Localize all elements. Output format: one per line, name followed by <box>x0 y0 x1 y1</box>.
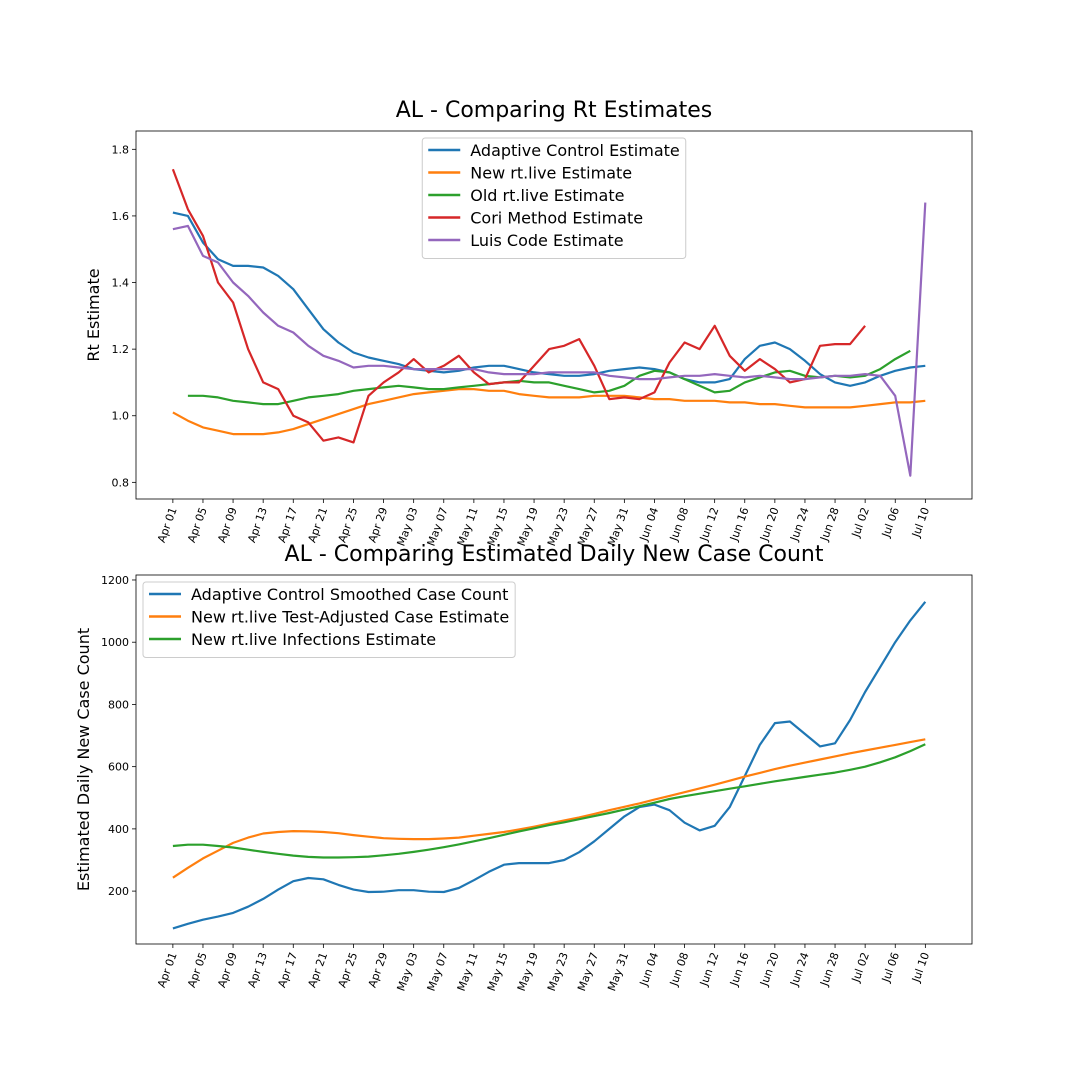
series-line <box>172 388 926 436</box>
x-tick-label: Apr 05 <box>185 506 210 545</box>
x-tick-label: May 07 <box>425 951 451 993</box>
axes-frame <box>135 130 973 500</box>
y-axis-label: Rt Estimate <box>84 268 103 361</box>
x-tick-label: May 19 <box>515 951 541 993</box>
x-tick-label: Apr 01 <box>155 506 180 545</box>
x-tick-label: May 03 <box>395 951 421 993</box>
x-tick-label: Jun 28 <box>817 951 841 989</box>
y-tick-label: 400 <box>108 823 129 836</box>
y-tick-label: 1.0 <box>112 410 130 423</box>
y-tick-label: 1.4 <box>112 277 130 290</box>
y-axis-label: Estimated Daily New Case Count <box>74 628 93 891</box>
series-line <box>172 743 926 859</box>
x-tick-label: Apr 09 <box>215 506 240 545</box>
x-tick-label: Jun 04 <box>637 951 661 989</box>
chart-title: AL - Comparing Estimated Daily New Case … <box>285 542 824 567</box>
x-tick-label: Jul 10 <box>909 506 932 540</box>
x-tick-label: Jun 28 <box>817 506 841 544</box>
x-tick-label: Apr 01 <box>155 951 180 990</box>
legend-label: Old rt.live Estimate <box>470 186 624 205</box>
legend-label: Cori Method Estimate <box>470 209 643 228</box>
x-tick-label: Apr 09 <box>215 951 240 990</box>
x-tick-label: Jun 12 <box>697 951 721 989</box>
series-line <box>172 738 926 879</box>
x-tick-label: Jun 20 <box>757 951 781 989</box>
legend-frame <box>142 581 516 658</box>
y-tick-label: 1000 <box>101 636 129 649</box>
x-tick-label: Apr 21 <box>305 506 330 545</box>
x-tick-label: May 15 <box>485 951 511 993</box>
legend-label: New rt.live Estimate <box>470 164 632 183</box>
x-tick-label: Apr 13 <box>245 506 270 545</box>
y-tick-label: 1.8 <box>112 143 130 156</box>
x-tick-label: Jul 06 <box>879 506 902 540</box>
x-tick-label: Apr 25 <box>336 951 361 990</box>
x-tick-label: Jul 02 <box>849 506 872 540</box>
y-tick-label: 800 <box>108 698 129 711</box>
legend-label: Adaptive Control Estimate <box>470 141 680 160</box>
x-tick-label: Jun 08 <box>667 506 691 544</box>
y-tick-label: 1.2 <box>112 343 130 356</box>
x-tick-label: Apr 13 <box>245 951 270 990</box>
x-tick-label: May 11 <box>455 951 481 993</box>
y-tick-label: 1200 <box>101 574 129 587</box>
y-tick-label: 200 <box>108 885 129 898</box>
legend-frame <box>421 137 687 259</box>
series-line <box>171 168 866 444</box>
x-tick-label: Jun 12 <box>697 506 721 544</box>
x-tick-label: Apr 21 <box>305 951 330 990</box>
legend: Adaptive Control Smoothed Case Count New … <box>142 581 516 658</box>
x-tick-label: Jul 02 <box>849 951 872 985</box>
x-tick-label: Apr 17 <box>275 951 300 990</box>
x-tick-label: Apr 17 <box>275 506 300 545</box>
x-tick-label: Jun 08 <box>667 951 691 989</box>
x-tick-label: Jul 06 <box>879 951 902 985</box>
x-tick-label: Apr 29 <box>366 506 391 545</box>
x-tick-label: May 31 <box>605 951 631 993</box>
legend-label: New rt.live Test-Adjusted Case Estimate <box>191 608 509 627</box>
x-tick-label: May 23 <box>545 951 571 993</box>
x-tick-label: Apr 29 <box>366 951 391 990</box>
legend-label: Adaptive Control Smoothed Case Count <box>191 585 508 604</box>
x-tick-label: Jun 16 <box>727 951 751 989</box>
x-tick-label: Jun 24 <box>787 951 811 989</box>
x-tick-label: Jun 04 <box>637 506 661 544</box>
y-tick-label: 600 <box>108 761 129 774</box>
x-tick-label: Jul 10 <box>909 951 932 985</box>
legend-label: New rt.live Infections Estimate <box>191 630 436 649</box>
legend-label: Luis Code Estimate <box>470 231 623 250</box>
x-tick-label: Apr 25 <box>336 506 361 545</box>
series-line <box>172 601 927 930</box>
chart-title: AL - Comparing Rt Estimates <box>396 98 713 123</box>
x-tick-label: Jun 20 <box>757 506 781 544</box>
subplot: AL - Comparing Estimated Daily New Case … <box>74 542 973 993</box>
x-tick-label: Jun 24 <box>787 506 811 544</box>
axes-frame <box>135 574 973 945</box>
subplot: AL - Comparing Rt Estimates Rt Estimate 0.… <box>84 98 973 548</box>
series-line <box>172 202 927 477</box>
x-tick-label: Jun 16 <box>727 506 751 544</box>
x-tick-label: Apr 05 <box>185 951 210 990</box>
x-tick-label: May 27 <box>575 951 601 993</box>
legend: Adaptive Control Estimate New rt.live Est… <box>421 137 687 259</box>
y-tick-label: 0.8 <box>112 476 130 489</box>
series-line <box>187 349 911 406</box>
series-line <box>172 211 926 387</box>
y-tick-label: 1.6 <box>112 210 130 223</box>
